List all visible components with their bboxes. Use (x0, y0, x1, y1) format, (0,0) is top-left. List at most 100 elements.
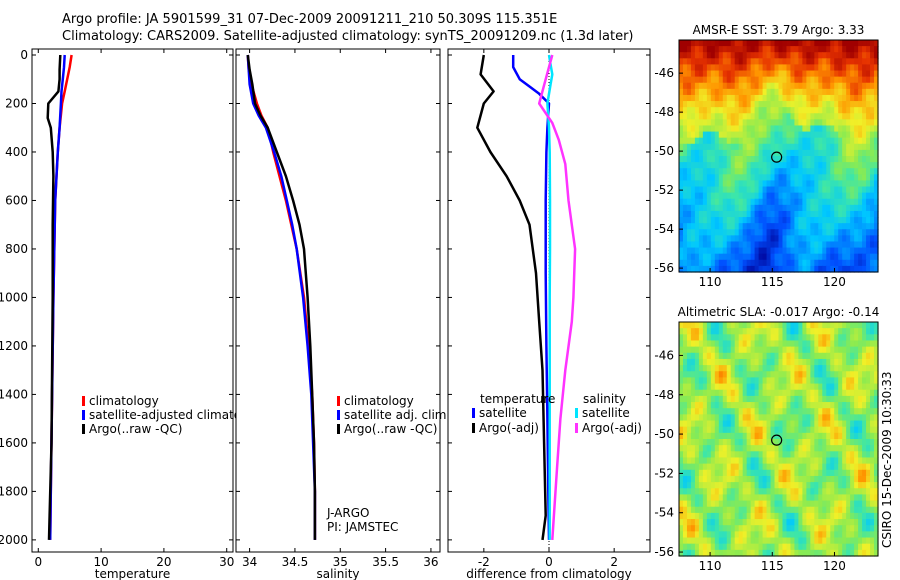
heatmap-cell (870, 101, 875, 108)
heatmap-cell (738, 223, 744, 230)
heatmap-cell (710, 259, 716, 267)
heatmap-cell (714, 88, 720, 96)
heatmap-cell (690, 94, 696, 102)
heatmap-cell (870, 463, 875, 471)
heatmap-cell (810, 241, 815, 249)
heatmap-cell (754, 389, 760, 397)
heatmap-cell (838, 463, 843, 471)
heatmap-cell (702, 119, 708, 127)
heatmap-cell (714, 143, 720, 151)
heatmap-cell (830, 265, 835, 273)
heatmap-cell (866, 143, 871, 151)
heatmap-cell (846, 506, 851, 514)
heatmap-cell (746, 204, 752, 212)
heatmap-cell (679, 512, 684, 520)
heatmap-cell (694, 149, 700, 157)
heatmap-cell (802, 352, 807, 360)
heatmap-cell (698, 149, 704, 157)
heatmap-cell (690, 463, 696, 471)
heatmap-cell (830, 402, 835, 409)
heatmap-cell (854, 451, 859, 459)
heatmap-cell (842, 500, 847, 508)
heatmap-cell (790, 52, 796, 59)
heatmap-cell (818, 46, 823, 53)
heatmap-cell (854, 180, 859, 188)
heatmap-cell (718, 46, 724, 53)
heatmap-cell (734, 395, 740, 403)
heatmap-cell (794, 346, 799, 354)
heatmap-cell (846, 469, 851, 477)
heatmap-cell (698, 426, 704, 434)
heatmap-cell (754, 119, 760, 127)
heatmap-cell (694, 365, 700, 372)
heatmap-cell (758, 432, 764, 440)
heatmap-cell (838, 383, 843, 391)
heatmap-cell (686, 365, 692, 372)
heatmap-cell (842, 156, 847, 163)
heatmap-cell (814, 340, 819, 348)
heatmap-cell (798, 537, 803, 545)
heatmap-cell (866, 365, 871, 372)
heatmap-cell (834, 107, 839, 114)
heatmap-cell (826, 358, 831, 366)
heatmap-cell (834, 76, 839, 84)
heatmap-cell (790, 525, 796, 532)
heatmap-cell (854, 259, 859, 267)
heatmap-cell (718, 365, 724, 372)
heatmap-cell (870, 322, 875, 329)
heatmap-cell (866, 107, 871, 114)
heatmap-cell (858, 52, 863, 59)
heatmap-cell (838, 512, 843, 520)
heatmap-cell (710, 358, 716, 366)
heatmap-cell (730, 475, 736, 483)
heatmap-cell (694, 46, 700, 53)
heatmap-cell (818, 395, 823, 403)
heatmap-cell (810, 168, 815, 175)
heatmap-cell (786, 259, 792, 267)
heatmap-cell (758, 488, 764, 496)
heatmap-cell (718, 149, 724, 157)
heatmap-cell (730, 241, 736, 249)
heatmap-cell (798, 235, 803, 243)
heatmap-cell (802, 101, 807, 108)
heatmap-cell (814, 192, 819, 200)
heatmap-cell (806, 58, 811, 66)
heatmap-cell (690, 389, 696, 397)
heatmap-cell (738, 439, 744, 446)
heatmap-cell (818, 506, 823, 514)
heatmap-cell (786, 217, 792, 224)
heatmap-cell (842, 229, 847, 236)
heatmap-cell (694, 180, 700, 188)
heatmap-cell (818, 210, 823, 218)
heatmap-cell (794, 383, 799, 391)
heatmap-cell (854, 512, 859, 520)
heatmap-cell (690, 506, 696, 514)
heatmap-cell (818, 377, 823, 385)
heatmap-cell (862, 174, 867, 182)
heatmap-cell (822, 198, 827, 206)
heatmap-cell (738, 543, 744, 551)
heatmap-cell (726, 451, 732, 459)
heatmap-cell (762, 525, 768, 532)
heatmap-cell (734, 119, 740, 127)
heatmap-cell (726, 463, 732, 471)
heatmap-cell (762, 94, 768, 102)
heatmap-cell (826, 512, 831, 520)
heatmap-cell (734, 223, 740, 230)
heatmap-cell (834, 204, 839, 212)
heatmap-cell (858, 439, 863, 446)
heatmap-cell (810, 125, 815, 133)
heatmap-cell (790, 76, 796, 84)
heatmap-cell (834, 500, 839, 508)
heatmap-cell (822, 149, 827, 157)
heatmap-cell (866, 340, 871, 348)
heatmap-cell (846, 168, 851, 175)
heatmap-cell (854, 113, 859, 120)
heatmap-cell (842, 137, 847, 145)
heatmap-cell (694, 70, 700, 78)
heatmap-cell (782, 241, 788, 249)
heatmap-cell (702, 174, 708, 182)
heatmap-cell (734, 408, 740, 415)
x-tick-label: 34 (242, 555, 257, 569)
heatmap-cell (842, 168, 847, 175)
